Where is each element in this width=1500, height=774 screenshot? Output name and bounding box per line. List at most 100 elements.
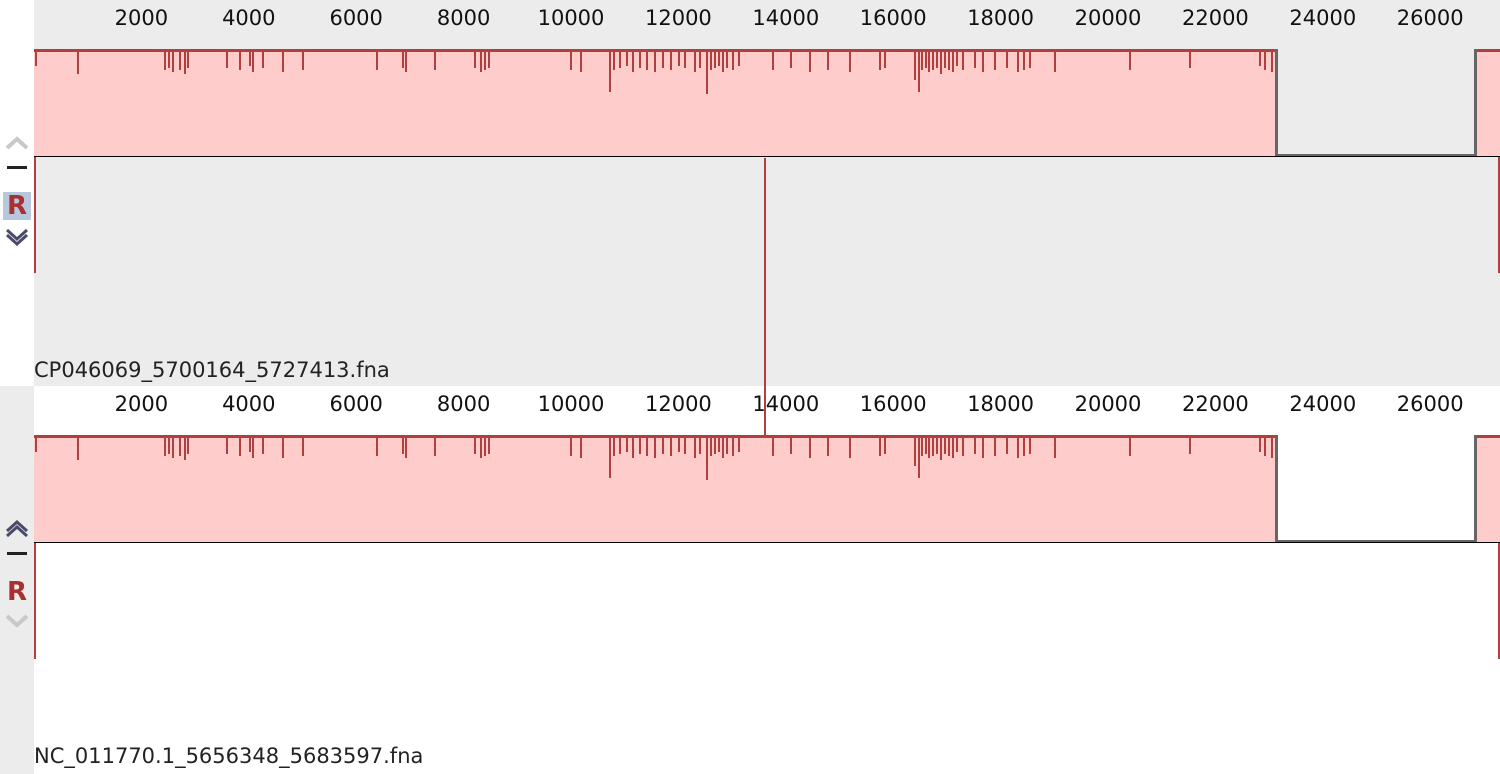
chevron-down-icon (5, 228, 29, 246)
variation-mark (168, 438, 170, 454)
genome-controls-2: R (0, 386, 34, 774)
variation-mark (722, 52, 724, 72)
variation-mark (1029, 438, 1031, 454)
variation-mark (1006, 438, 1008, 454)
variation-mark (918, 52, 920, 92)
variation-mark (35, 52, 37, 66)
variation-mark (184, 438, 186, 460)
variation-mark (944, 438, 946, 454)
variation-mark (619, 52, 621, 68)
coordinate-ruler-1: 2000 4000 6000 8000 10000 12000 14000 16000 1800… (34, 0, 1500, 40)
reference-button-2[interactable]: R (3, 578, 31, 606)
variation-mark (962, 52, 964, 70)
variation-mark (164, 438, 166, 456)
lcb-gap-2 (1275, 435, 1477, 543)
variation-mark (1029, 52, 1031, 68)
ruler-tick-label: 8000 (436, 392, 491, 416)
lcb-block-right-1[interactable] (1477, 49, 1500, 156)
variation-mark (699, 52, 701, 68)
ruler-tick-label: 4000 (222, 6, 276, 30)
variation-mark (732, 438, 734, 456)
variation-mark (1271, 438, 1273, 458)
lcb-block-1[interactable] (34, 49, 1275, 156)
variation-mark (738, 438, 740, 452)
variation-mark (694, 438, 696, 458)
sequence-name-2: NC_011770.1_5656348_5683597.fna (34, 744, 424, 768)
variation-mark (474, 52, 476, 68)
variation-mark (252, 52, 254, 72)
hide-button-1[interactable] (3, 166, 31, 169)
variation-mark (925, 52, 927, 68)
lcb-gap-1 (1275, 49, 1477, 157)
variation-mark (879, 438, 881, 456)
variation-mark (940, 52, 942, 74)
variation-mark (484, 438, 486, 456)
move-up-button-1[interactable] (3, 134, 31, 152)
variation-mark (609, 52, 611, 92)
sequence-name-1: CP046069_5700164_5727413.fna (34, 358, 390, 382)
ruler-tick-label: 26000 (1396, 6, 1464, 30)
variation-mark (936, 438, 938, 454)
variation-mark (722, 438, 724, 458)
variation-mark (1129, 438, 1131, 456)
variation-mark (474, 438, 476, 454)
variation-mark (239, 438, 241, 456)
hide-button-2[interactable] (3, 552, 31, 555)
variation-mark (956, 438, 958, 452)
variation-mark (952, 438, 954, 458)
ruler-tick-label: 20000 (1074, 6, 1142, 30)
variation-mark (164, 52, 166, 70)
lcb-block-right-2[interactable] (1477, 435, 1500, 542)
track-baseline-2 (34, 542, 1500, 543)
variation-mark (184, 52, 186, 74)
variation-mark (932, 52, 934, 70)
ruler-tick-label: 12000 (644, 392, 712, 416)
variation-mark (1129, 52, 1131, 70)
genome-track-2[interactable]: 2000 4000 6000 8000 10000 12000 14000 16000 1800… (34, 386, 1500, 774)
coordinate-ruler-2: 2000 4000 6000 8000 10000 12000 14000 16000 1800… (34, 386, 1500, 426)
variation-mark (249, 438, 251, 452)
variation-mark (249, 52, 251, 66)
variation-mark (718, 52, 720, 66)
variation-mark (488, 438, 490, 454)
variation-mark (187, 52, 189, 68)
position-cursor (764, 158, 766, 436)
variation-mark (226, 52, 228, 68)
variation-mark (168, 52, 170, 68)
variation-mark (790, 438, 792, 454)
genome-panel-1: R 2000 4000 6000 8000 10000 12000 14000 16000 18… (0, 0, 1500, 386)
variation-mark (632, 52, 634, 72)
variation-mark (434, 52, 436, 70)
lcb-block-2[interactable] (34, 435, 1275, 542)
variation-mark (613, 52, 615, 70)
variation-mark (1259, 438, 1261, 452)
move-down-button-2[interactable] (3, 612, 31, 630)
ruler-tick-label: 10000 (537, 392, 605, 416)
variation-mark (262, 52, 264, 68)
variation-mark (252, 438, 254, 458)
variation-mark (282, 438, 284, 458)
variation-mark (570, 438, 572, 456)
minus-icon (7, 166, 27, 169)
move-up-button-2[interactable] (3, 520, 31, 540)
variation-mark (480, 52, 482, 72)
variation-mark (662, 52, 664, 68)
variation-mark (936, 52, 938, 68)
variation-mark (1189, 438, 1191, 454)
variation-mark (1017, 52, 1019, 72)
genome-track-1[interactable]: 2000 4000 6000 8000 10000 12000 14000 16000 1800… (34, 0, 1500, 386)
variation-mark (172, 438, 174, 458)
ruler-tick-label: 2000 (114, 392, 169, 416)
variation-mark (172, 52, 174, 72)
move-down-button-1[interactable] (3, 226, 31, 246)
reference-button-1[interactable]: R (3, 192, 31, 220)
variation-mark (580, 52, 582, 72)
variation-mark (684, 438, 686, 454)
lcb-left-edge-1 (34, 157, 36, 273)
variation-mark (948, 438, 950, 456)
variation-mark (1054, 438, 1056, 458)
ruler-tick-label: 18000 (967, 6, 1034, 30)
variation-mark (654, 438, 656, 458)
variation-mark (982, 52, 984, 72)
variation-mark (914, 438, 916, 466)
